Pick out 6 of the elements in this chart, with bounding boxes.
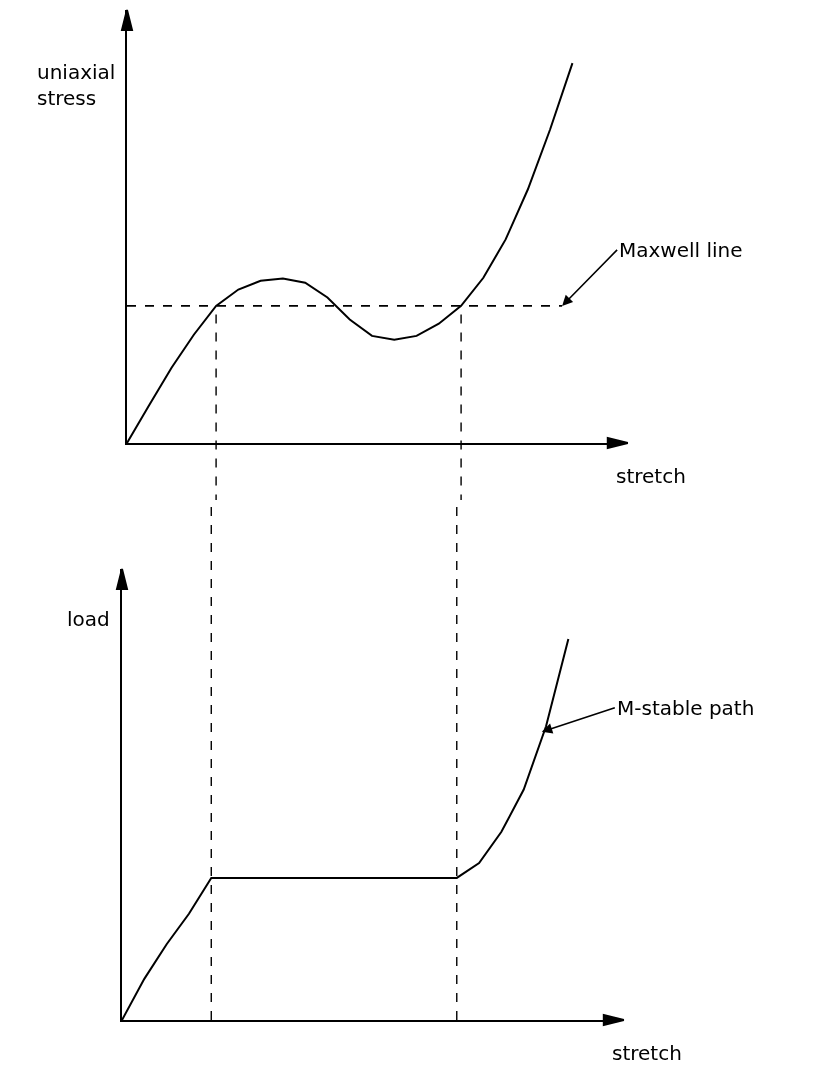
ref-line-label: Maxwell line xyxy=(619,238,743,262)
text: M-stable path xyxy=(617,696,755,720)
y-axis-title: load xyxy=(67,607,110,631)
x-axis-title: stretch xyxy=(616,464,686,488)
x-axis-title: stretch xyxy=(612,1041,682,1065)
y-axis-title: uniaxial stress xyxy=(37,60,116,110)
